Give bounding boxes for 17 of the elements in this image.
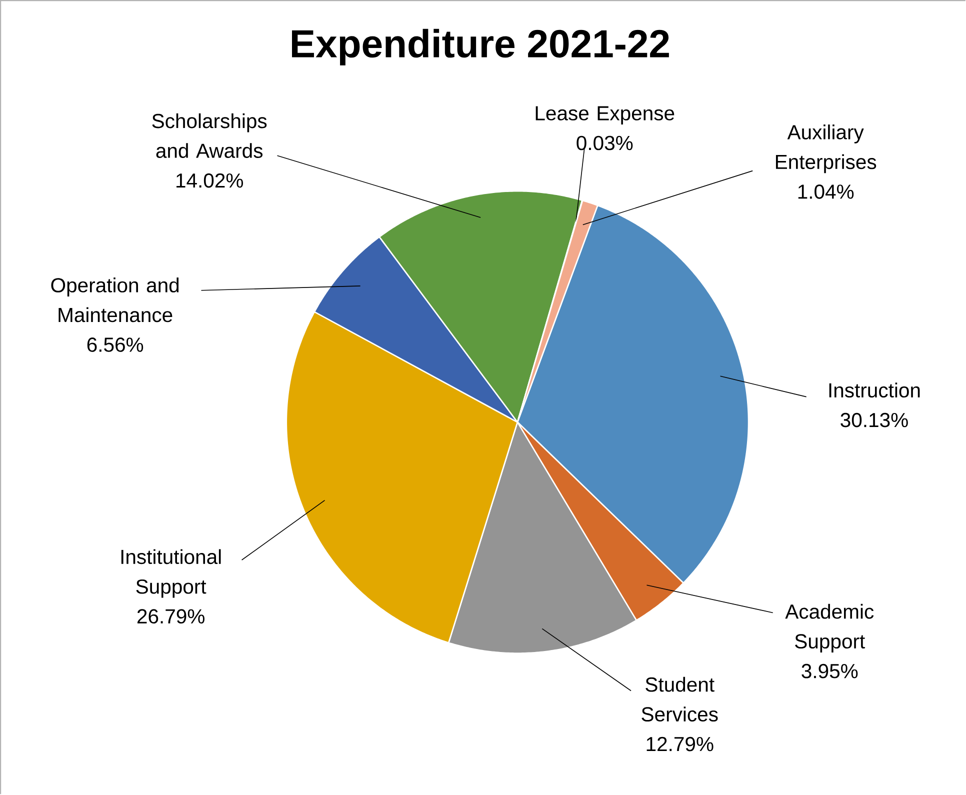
slice-label: Institutional Support xyxy=(121,549,221,598)
slice-label: Student Services xyxy=(642,677,718,722)
data-label: 12.79% xyxy=(646,737,714,752)
data-label: 6.56% xyxy=(87,338,144,352)
slice-label: Academic Support xyxy=(785,604,874,653)
slice-label: Auxiliary Enterprises xyxy=(776,124,876,174)
slice-label: Lease Expense xyxy=(536,106,674,125)
data-label: 1.04% xyxy=(798,184,854,200)
data-label: 14.02% xyxy=(176,174,243,188)
data-label: 0.03% xyxy=(576,136,633,150)
data-label: 30.13% xyxy=(840,413,908,428)
slice-label: Operation and Maintenance xyxy=(51,278,179,322)
data-label: 26.79% xyxy=(137,609,204,624)
data-label: 3.95% xyxy=(802,664,858,678)
slice-label: Scholarships and Awards xyxy=(152,114,267,158)
slice-label: Instruction xyxy=(829,382,920,398)
chart-title: Expenditure 2021-22 xyxy=(292,29,669,66)
